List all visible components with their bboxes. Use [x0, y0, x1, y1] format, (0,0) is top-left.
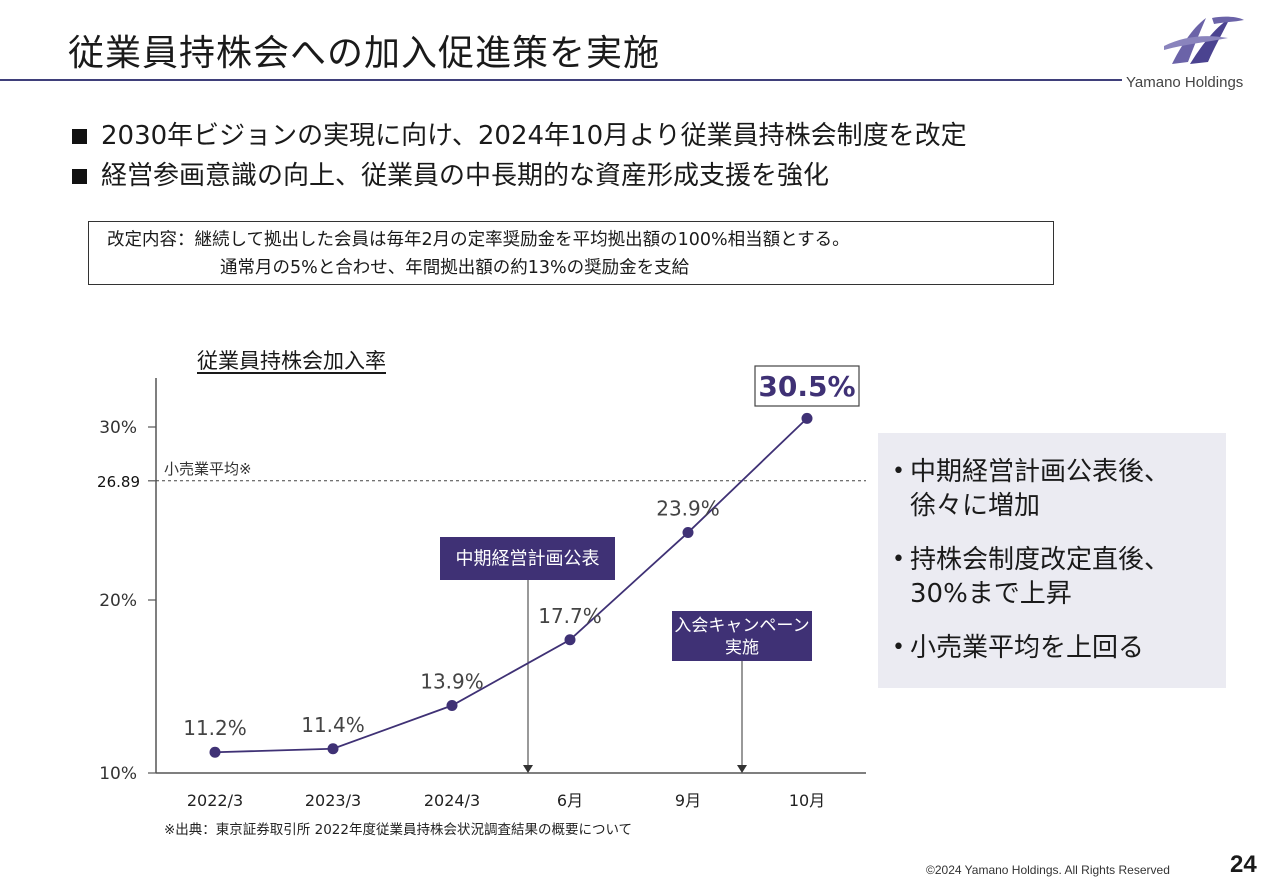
square-bullet-icon: [72, 128, 87, 144]
revision-details-box: 改定内容：継続して拠出した会員は毎年2月の定率奨励金を平均拠出額の100%相当額…: [88, 221, 1054, 285]
data-point: [327, 743, 339, 755]
summary-point: • 小売業平均を上回る: [892, 633, 1145, 663]
data-value-label: 23.9%: [656, 497, 720, 521]
logo-text: Yamano Holdings: [1126, 74, 1244, 91]
highlight-value-label: 30.5%: [758, 370, 855, 403]
data-point: [801, 412, 813, 424]
bullet-dot-icon: •: [892, 635, 905, 660]
company-logo: Yamano Holdings: [1122, 6, 1280, 96]
revision-line-2: 通常月の5%と合わせ、年間拠出額の約13%の奨励金を支給: [220, 258, 690, 278]
reference-value-label: 26.89: [97, 473, 140, 491]
data-point: [209, 746, 221, 758]
y-tick-label: 10%: [99, 764, 137, 784]
revision-line-1: 改定内容：継続して拠出した会員は毎年2月の定率奨励金を平均拠出額の100%相当額…: [107, 230, 850, 250]
page-title: 従業員持株会への加入促進策を実施: [68, 33, 661, 74]
title-underline: [0, 79, 1122, 81]
bullet-dot-icon: •: [892, 459, 905, 484]
x-tick-label: 6月: [557, 791, 583, 810]
data-point: [564, 634, 576, 646]
bullet-item: 経営参画意識の向上、従業員の中長期的な資産形成支援を強化: [72, 156, 967, 196]
y-tick-label: 30%: [99, 418, 137, 438]
bullet-item: 2030年ビジョンの実現に向け、2024年10月より従業員持株会制度を改定: [72, 116, 967, 156]
bullet-dot-icon: •: [892, 547, 905, 572]
x-tick-label: 2024/3: [424, 791, 480, 810]
arrow-down-icon: [523, 765, 533, 773]
copyright-notice: ©2024 Yamano Holdings. All Rights Reserv…: [926, 863, 1170, 877]
y-tick-label: 20%: [99, 591, 137, 611]
series-line: [214, 417, 808, 754]
reference-note-label: 小売業平均※: [164, 460, 252, 478]
x-tick-label: 10月: [789, 791, 825, 810]
x-tick-label: 2022/3: [187, 791, 243, 810]
arrow-down-icon: [737, 765, 747, 773]
x-tick-label: 2023/3: [305, 791, 361, 810]
data-value-label: 11.2%: [183, 716, 247, 740]
page-number: 24: [1230, 851, 1257, 878]
data-value-label: 17.7%: [538, 604, 602, 628]
highlight-value-box: [754, 365, 860, 407]
square-bullet-icon: [72, 168, 87, 184]
annotation-callout-text: 実施: [725, 638, 759, 658]
annotation-callout-box: [440, 537, 615, 580]
summary-point: • 持株会制度改定直後、 30%まで上昇: [892, 545, 1171, 609]
chart-footnote: ※出典：東京証券取引所 2022年度従業員持株会状況調査結果の概要について: [164, 822, 632, 838]
yamano-logo-icon: [1164, 16, 1244, 64]
annotation-callout-box: [672, 611, 812, 661]
key-bullets: 2030年ビジョンの実現に向け、2024年10月より従業員持株会制度を改定 経営…: [72, 116, 967, 196]
x-tick-label: 9月: [675, 791, 701, 810]
data-point: [682, 527, 694, 539]
data-value-label: 13.9%: [420, 670, 484, 694]
summary-box: • 中期経営計画公表後、 徐々に増加 • 持株会制度改定直後、 30%まで上昇 • 小…: [878, 433, 1226, 688]
chart-title: 従業員持株会加入率: [197, 349, 386, 373]
data-point: [446, 700, 458, 712]
summary-point: • 中期経営計画公表後、 徐々に増加: [892, 457, 1171, 521]
annotation-callout-text: 中期経営計画公表: [456, 549, 600, 570]
data-value-label: 11.4%: [301, 713, 365, 737]
annotation-callout-text: 入会キャンペーン: [674, 616, 809, 636]
participation-rate-chart: 10% 20% 30% 26.89 小売業平均※ 2022/3 2023/3 2024/3 6月…: [97, 365, 866, 838]
